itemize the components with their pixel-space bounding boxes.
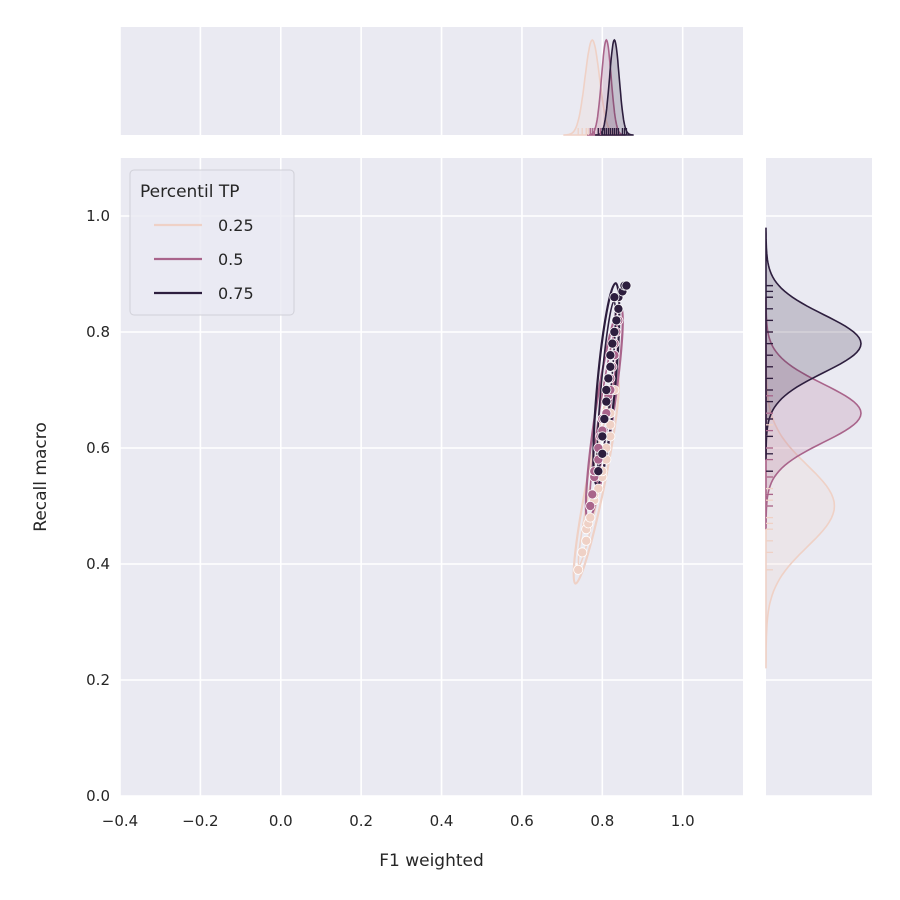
x-tick-label: 1.0	[671, 812, 695, 830]
y-tick-label: 0.0	[86, 787, 110, 805]
scatter-point-0.75	[597, 448, 608, 459]
scatter-point-0.75	[609, 326, 620, 337]
scatter-point-0.5	[585, 500, 596, 511]
scatter-point-0.75	[621, 280, 632, 291]
legend-box	[129, 169, 295, 316]
scatter-point-0.25	[573, 564, 584, 575]
scatter-point-0.25	[593, 483, 604, 494]
scatter-point-0.25	[605, 419, 616, 430]
y-tick-label: 0.8	[86, 323, 110, 341]
tick-labels-layer: −0.4 −0.2 0.0 0.2 0.4 0.6 0.8 1.0 0.0 0.2 0.4 0.6 0.…	[86, 207, 694, 830]
top-kde-0.5	[587, 38, 626, 136]
scatter-point-0.75	[611, 315, 622, 326]
x-tick-label: 0.0	[269, 812, 293, 830]
scatter-point-0.75	[607, 338, 618, 349]
scatter-point-0.75	[605, 350, 616, 361]
legend-entry-0.25: 0.25	[218, 216, 254, 235]
rug-marks-layer	[577, 128, 773, 571]
scatter-point-0.5	[587, 489, 598, 500]
y-tick-label: 1.0	[86, 207, 110, 225]
x-axis-label: F1 weighted	[379, 851, 484, 871]
scatter-point-0.75	[593, 466, 604, 477]
legend-entry-0.75: 0.75	[218, 284, 254, 303]
x-tick-label: 0.6	[510, 812, 534, 830]
scatter-point-0.75	[599, 413, 610, 424]
top-marginal-background	[120, 27, 743, 135]
scatter-point-0.75	[613, 303, 624, 314]
marginal-kde-layer	[563, 38, 862, 669]
x-tick-label: −0.2	[182, 812, 218, 830]
x-tick-label: 0.8	[590, 812, 614, 830]
y-axis-label: Recall macro	[31, 422, 51, 531]
legend-title: Percentil TP	[140, 182, 239, 202]
y-tick-label: 0.4	[86, 555, 110, 573]
legend: Percentil TP 0.25 0.5 0.75	[129, 169, 295, 316]
right-kde-0.5	[765, 297, 862, 530]
scatter-point-0.75	[609, 292, 620, 303]
scatter-point-0.75	[603, 373, 614, 384]
right-kde-0.75	[765, 227, 862, 460]
scatter-points-layer	[573, 280, 632, 575]
y-tick-label: 0.6	[86, 439, 110, 457]
x-tick-label: 0.2	[349, 812, 373, 830]
scatter-point-0.75	[601, 384, 612, 395]
legend-entry-0.5: 0.5	[218, 250, 243, 269]
scatter-point-0.75	[597, 431, 608, 442]
top-kde-0.75	[595, 38, 634, 136]
x-tick-label: 0.4	[430, 812, 454, 830]
scatter-point-0.25	[577, 547, 588, 558]
scatter-point-0.75	[605, 361, 616, 372]
y-tick-label: 0.2	[86, 671, 110, 689]
right-kde-0.25	[765, 343, 836, 669]
scatter-point-0.25	[581, 535, 592, 546]
x-tick-label: −0.4	[102, 812, 138, 830]
scatter-point-0.75	[601, 396, 612, 407]
scatter-point-0.25	[585, 512, 596, 523]
